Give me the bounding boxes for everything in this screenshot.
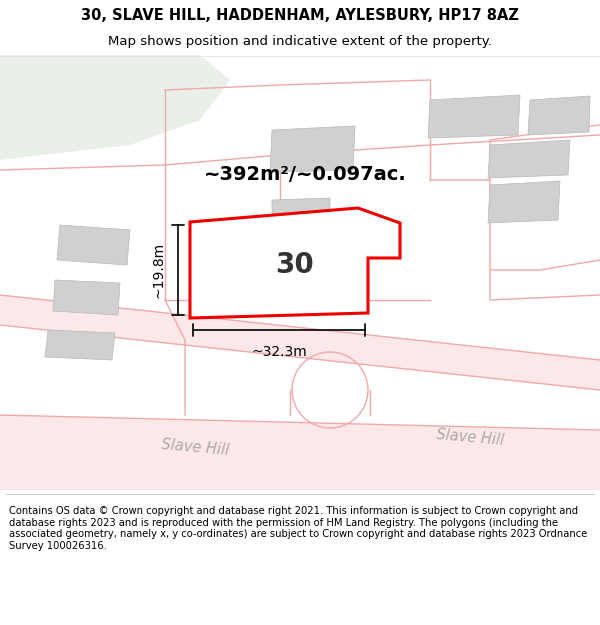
Text: 30, SLAVE HILL, HADDENHAM, AYLESBURY, HP17 8AZ: 30, SLAVE HILL, HADDENHAM, AYLESBURY, HP… xyxy=(81,8,519,23)
Polygon shape xyxy=(270,126,355,172)
Polygon shape xyxy=(272,198,330,262)
Polygon shape xyxy=(45,330,115,360)
Polygon shape xyxy=(0,55,230,160)
Text: Contains OS data © Crown copyright and database right 2021. This information is : Contains OS data © Crown copyright and d… xyxy=(9,506,587,551)
Text: 30: 30 xyxy=(275,251,314,279)
Text: Slave Hill: Slave Hill xyxy=(436,427,505,448)
Polygon shape xyxy=(53,280,120,315)
Text: Map shows position and indicative extent of the property.: Map shows position and indicative extent… xyxy=(108,35,492,48)
Text: ~392m²/~0.097ac.: ~392m²/~0.097ac. xyxy=(203,166,406,184)
Polygon shape xyxy=(528,96,590,135)
Polygon shape xyxy=(0,295,600,390)
Text: Slave Hill: Slave Hill xyxy=(160,437,230,458)
Polygon shape xyxy=(488,140,570,178)
Text: ~19.8m: ~19.8m xyxy=(151,242,165,298)
Polygon shape xyxy=(190,208,400,318)
Polygon shape xyxy=(57,225,130,265)
Polygon shape xyxy=(272,260,330,300)
Polygon shape xyxy=(0,415,600,495)
Polygon shape xyxy=(428,95,520,138)
Text: ~32.3m: ~32.3m xyxy=(251,345,307,359)
Polygon shape xyxy=(488,181,560,223)
